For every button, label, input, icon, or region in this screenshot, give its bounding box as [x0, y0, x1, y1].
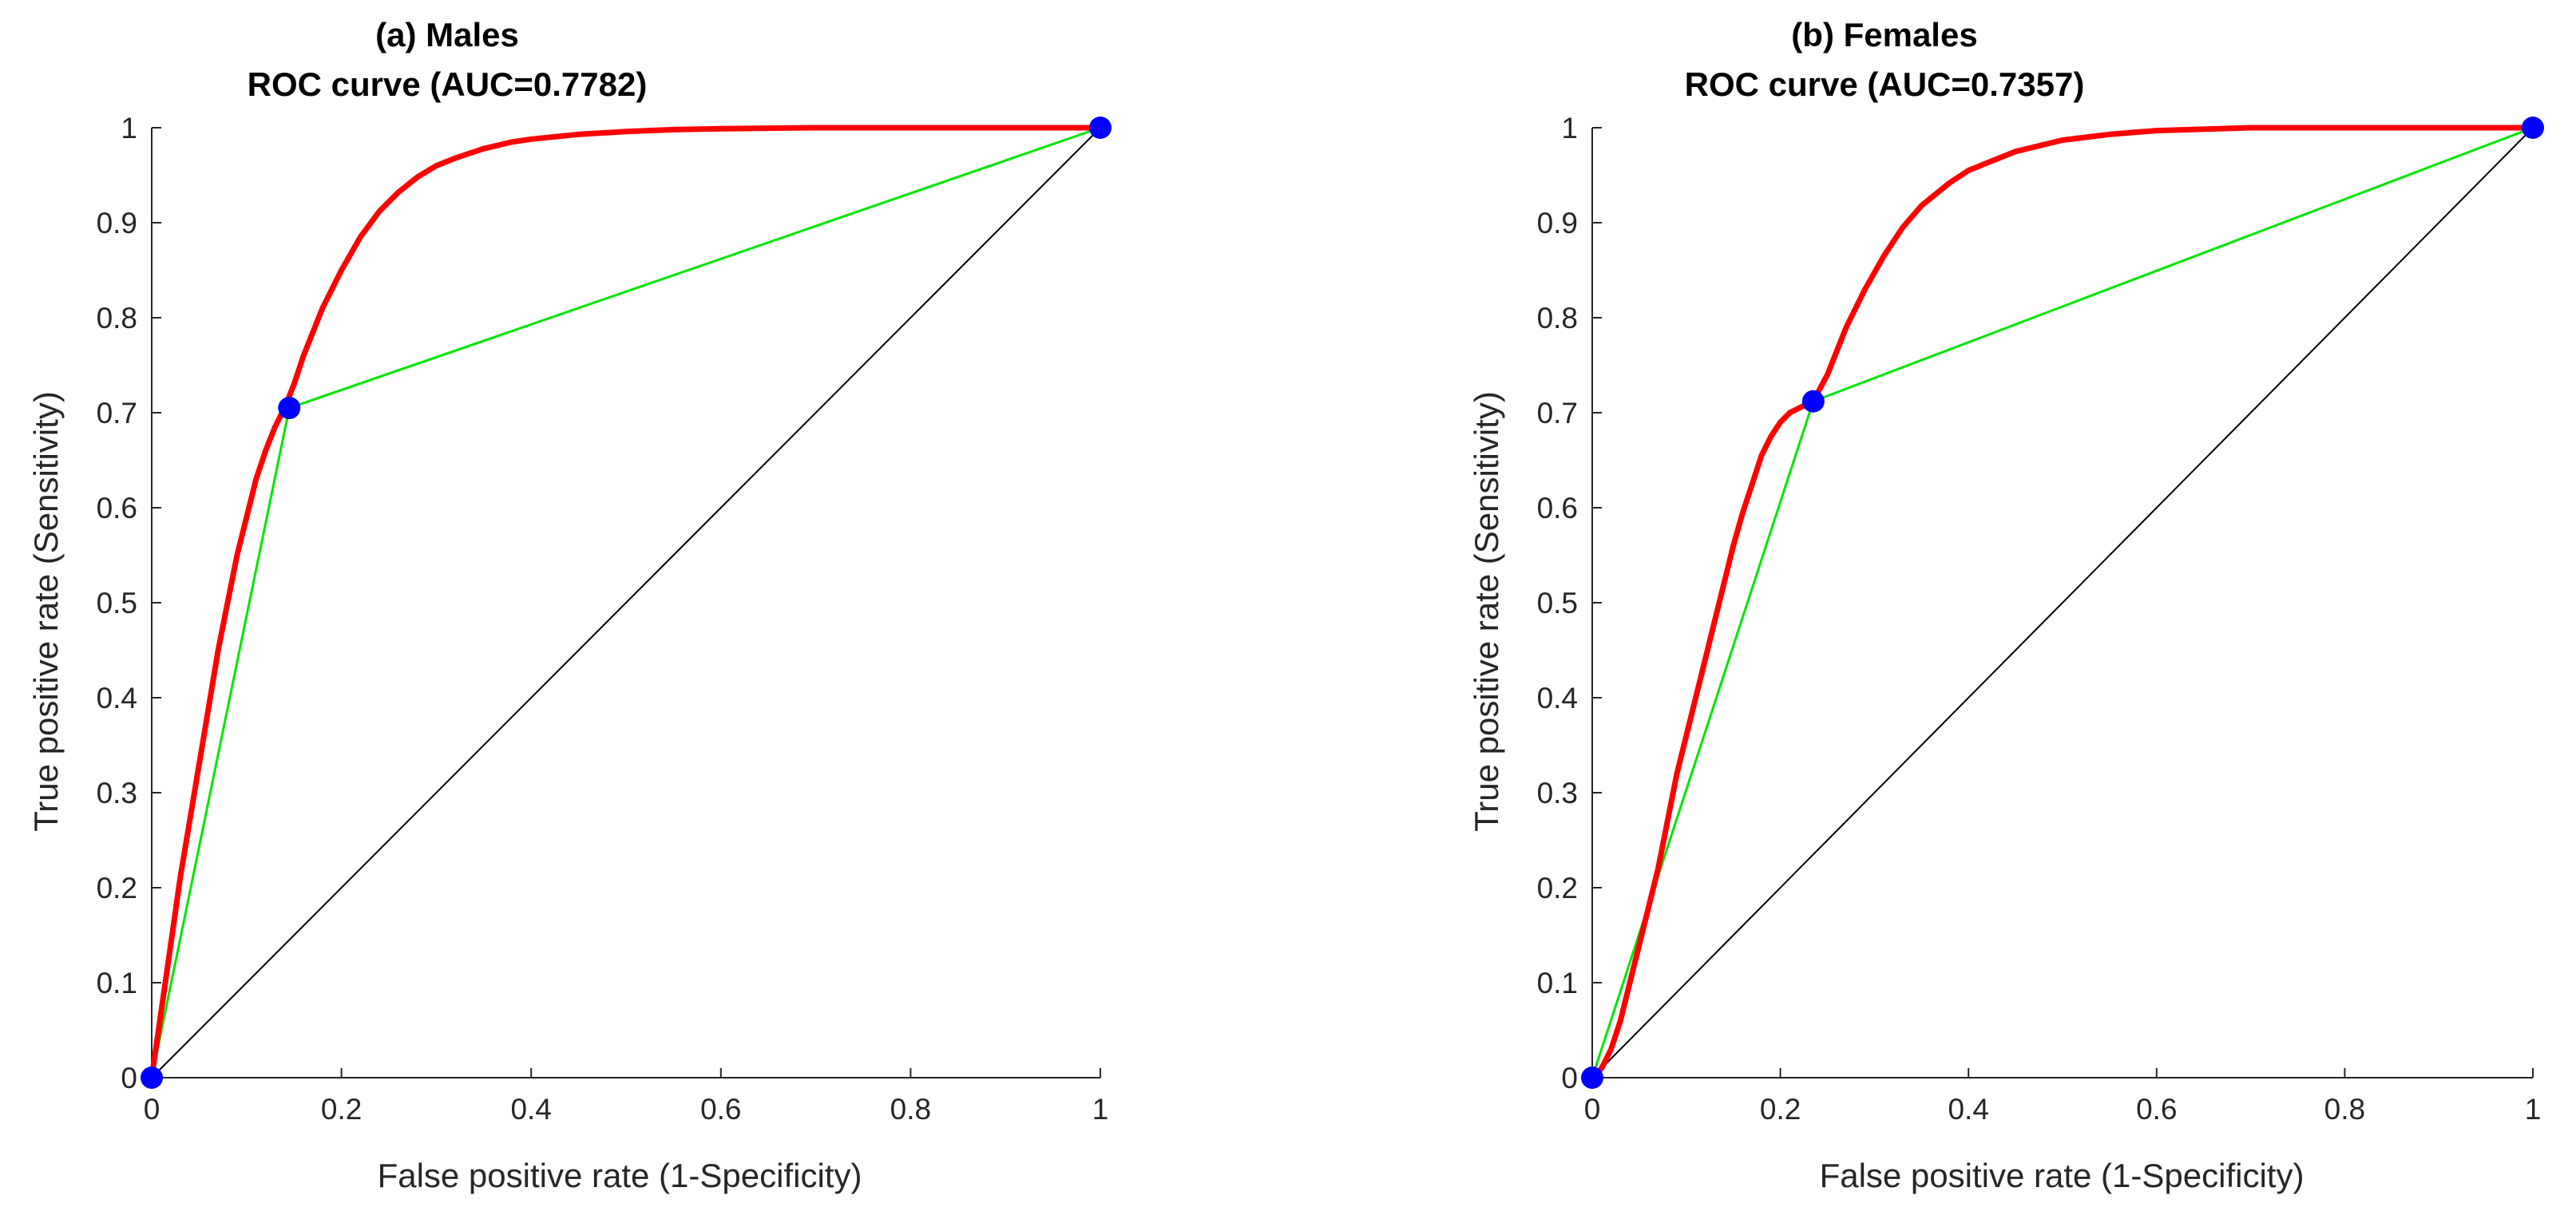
panel-females: (b) Females ROC curve (AUC=0.7357) 0 0.2 0… [1468, 16, 2544, 1194]
y-tick-label: 1 [121, 112, 137, 144]
operating-point [1089, 117, 1112, 139]
y-tick-label: 1 [1561, 112, 1578, 144]
x-axis-label: False positive rate (1-Specificity) [1820, 1157, 2305, 1194]
x-tick-label: 0.2 [321, 1093, 362, 1126]
x-tick-label: 0 [1584, 1093, 1601, 1126]
operating-point [141, 1067, 163, 1089]
operating-point [1581, 1067, 1603, 1089]
y-tick-label: 0.3 [97, 777, 137, 809]
operating-point [1801, 390, 1825, 413]
y-tick-label: 0 [1561, 1062, 1578, 1094]
y-tick-label: 0.1 [97, 967, 137, 999]
x-tick-label: 0.4 [1948, 1093, 1988, 1126]
x-tick-label: 0.6 [2136, 1093, 2177, 1126]
smoothed-roc-series [1589, 125, 2536, 1081]
x-tick-label: 1 [2525, 1093, 2542, 1126]
y-tick-label: 0.8 [97, 302, 137, 334]
y-tick-label: 0.4 [1537, 682, 1578, 714]
y-tick-label: 0.9 [1537, 207, 1578, 239]
x-axis-label: False positive rate (1-Specificity) [378, 1157, 862, 1194]
x-tick-label: 0.2 [1760, 1093, 1801, 1126]
y-tick-label: 0.7 [1537, 397, 1578, 429]
operating-point [2522, 117, 2544, 139]
smoothed-roc-series [149, 125, 1104, 1081]
x-tick-label: 1 [1092, 1093, 1109, 1126]
y-tick-label: 0.8 [1537, 302, 1578, 334]
y-tick-label: 0.5 [97, 587, 137, 619]
y-tick-label: 0.1 [1537, 967, 1578, 999]
y-tick-label: 0.3 [1537, 777, 1578, 809]
y-axis-label: True positive rate (Sensitivity) [1468, 391, 1505, 832]
chart-subtitle: ROC curve (AUC=0.7782) [248, 65, 648, 103]
y-tick-label: 0.6 [1537, 492, 1578, 524]
y-tick-label: 0.5 [1537, 587, 1578, 619]
y-tick-label: 0.4 [97, 682, 137, 714]
y-tick-label: 0.7 [97, 397, 137, 429]
y-tick-label: 0.6 [97, 492, 137, 524]
operating-point [278, 397, 301, 420]
plot-area: 0 0.2 0.4 0.6 0.8 1 0 0.1 0.2 0.3 0.4 0.5 0.6 0.7 0.8 0… [97, 112, 1112, 1126]
x-tick-label: 0.8 [2324, 1093, 2365, 1126]
chance-line-series [151, 127, 1101, 1078]
panel-males: (a) Males ROC curve (AUC=0.7782) 0 0.2 0.4… [27, 16, 1112, 1194]
x-tick-label: 0.4 [510, 1093, 551, 1126]
x-tick-label: 0.6 [700, 1093, 741, 1126]
chance-line-series [1591, 127, 2534, 1078]
chart-title: (b) Females [1791, 16, 1977, 53]
x-tick-label: 0 [144, 1093, 161, 1126]
y-axis-label: True positive rate (Sensitivity) [27, 391, 65, 832]
y-tick-label: 0.9 [97, 207, 137, 239]
plot-area: 0 0.2 0.4 0.6 0.8 1 0 0.1 0.2 0.3 0.4 0.5 0.6 0.7 0.8 0… [1537, 112, 2544, 1126]
y-tick-label: 0.2 [97, 872, 137, 904]
y-tick-label: 0 [121, 1062, 137, 1094]
chart-subtitle: ROC curve (AUC=0.7357) [1685, 65, 2085, 103]
chart-title: (a) Males [375, 16, 519, 53]
x-tick-label: 0.8 [890, 1093, 931, 1126]
y-tick-label: 0.2 [1537, 872, 1578, 904]
